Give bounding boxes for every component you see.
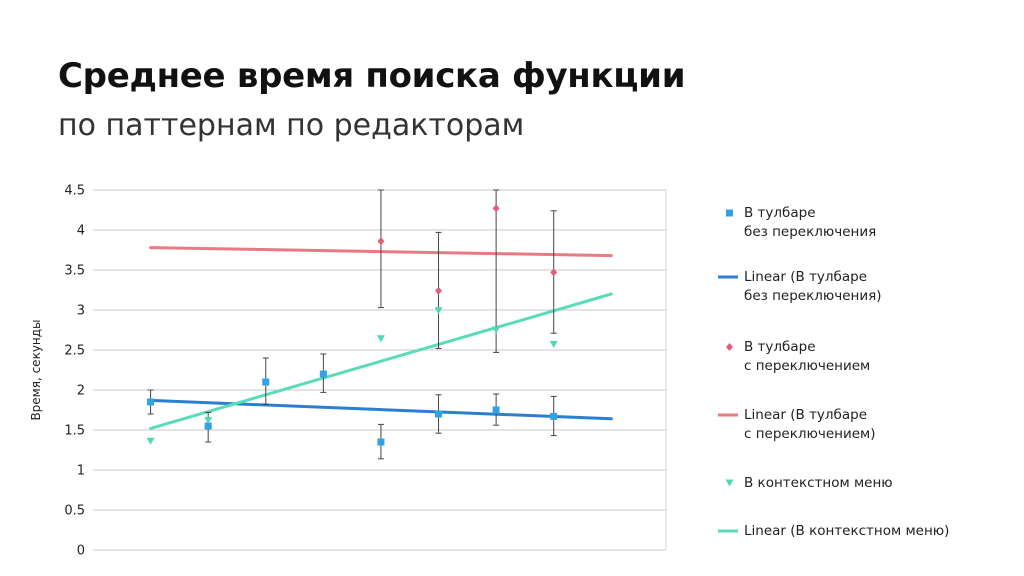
legend-label: В тулбаре без переключения	[744, 205, 877, 240]
data-point	[204, 422, 212, 430]
data-point	[319, 370, 327, 378]
legend-marker	[726, 209, 733, 217]
page-title: Среднее время поиска функции	[58, 56, 686, 96]
y-tick-label: 2.5	[64, 344, 85, 359]
data-point	[377, 237, 385, 246]
data-point	[434, 307, 443, 315]
y-tick-label: 1.5	[64, 424, 85, 439]
legend-marker	[725, 479, 734, 487]
data-point	[376, 335, 385, 343]
data-point	[549, 340, 558, 348]
y-tick-label: 4	[77, 224, 85, 239]
trend-line	[149, 398, 613, 421]
data-point	[435, 286, 443, 295]
error-bars	[147, 189, 557, 460]
data-point	[492, 326, 501, 334]
y-axis-label: Время, секунды	[29, 319, 43, 420]
legend-label: В контекстном меню	[744, 475, 893, 491]
legend-square-swatch	[726, 209, 733, 217]
data-point	[492, 406, 500, 414]
data-point	[435, 410, 443, 418]
y-tick-label: 3.5	[64, 264, 85, 279]
y-tick-label: 4.5	[64, 184, 85, 199]
data-point	[377, 438, 385, 446]
data-point	[550, 268, 558, 277]
legend-marker	[718, 413, 738, 417]
legend-label: Linear (В контекстном меню)	[744, 523, 950, 539]
page-subtitle: по паттернам по редакторам	[58, 108, 525, 143]
chart-grid	[93, 189, 667, 551]
data-point	[146, 437, 155, 445]
data-point	[492, 204, 500, 213]
legend-triangle-swatch	[725, 479, 734, 487]
y-tick-label: 0	[77, 544, 85, 559]
legend-marker	[726, 343, 733, 351]
y-tick-label: 2	[77, 384, 85, 399]
legend-diamond-swatch	[726, 343, 733, 351]
y-tick-label: 1	[77, 464, 85, 479]
data-point	[262, 378, 270, 386]
legend-label: В тулбаре с переключением	[744, 339, 871, 374]
y-axis-ticks: 0 0.5 1 1.5 2 2.5 3 3.5 4 4.5	[64, 184, 85, 559]
data-point	[550, 412, 558, 420]
y-tick-label: 3	[77, 304, 85, 319]
legend-label: Linear (В тулбаре с переключением)	[744, 407, 876, 442]
data-point	[204, 416, 213, 424]
trend-line	[149, 292, 613, 430]
data-point	[147, 398, 155, 406]
data-points	[146, 204, 558, 446]
legend-marker	[718, 275, 738, 279]
legend-marker	[718, 529, 738, 533]
legend-label: Linear (В тулбаре без переключения)	[744, 269, 882, 304]
y-tick-label: 0.5	[64, 504, 85, 519]
